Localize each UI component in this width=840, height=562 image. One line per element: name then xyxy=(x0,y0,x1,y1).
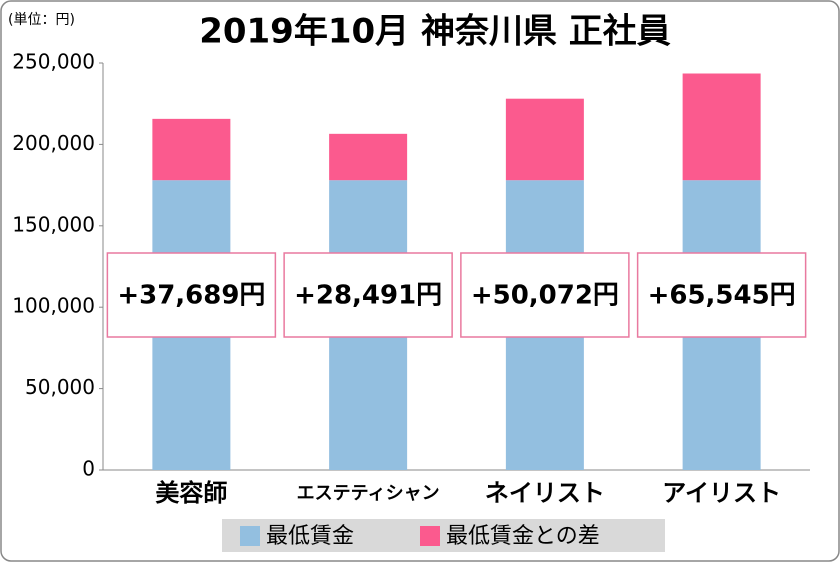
value-label-box xyxy=(636,252,807,338)
value-label: +37,689円 xyxy=(117,281,265,311)
value-label-box xyxy=(283,252,453,338)
legend-swatch xyxy=(420,526,440,546)
x-tick-label: ネイリスト xyxy=(485,479,605,507)
value-label-box xyxy=(460,252,630,338)
legend-swatch xyxy=(240,526,260,546)
legend-label: 最低賃金 xyxy=(266,524,354,549)
y-tick-label: 150,000 xyxy=(12,212,95,236)
y-tick-label: 250,000 xyxy=(12,50,95,74)
unit-note: (単位：円) xyxy=(8,12,75,28)
y-tick-label: 50,000 xyxy=(25,375,95,399)
bar-segment xyxy=(329,133,408,181)
y-tick-label: 200,000 xyxy=(12,131,95,155)
legend-box xyxy=(222,519,665,552)
x-tick-label: エステティシャン xyxy=(297,483,440,504)
value-label: +28,491円 xyxy=(294,281,442,311)
x-tick-label: 美容師 xyxy=(155,479,227,507)
value-label-box xyxy=(106,252,277,338)
x-tick-label: アイリスト xyxy=(662,479,781,507)
chart-title: 2019年10月 神奈川県 正社員 xyxy=(199,12,671,52)
y-tick-label: 0 xyxy=(82,457,95,481)
value-label: +50,072円 xyxy=(471,281,619,311)
bar-segment xyxy=(505,98,584,181)
bar-segment xyxy=(682,73,761,181)
y-tick-label: 100,000 xyxy=(12,294,95,318)
bar-segment xyxy=(152,118,231,181)
value-label: +65,545円 xyxy=(648,281,796,311)
legend-label: 最低賃金との差 xyxy=(446,524,600,549)
